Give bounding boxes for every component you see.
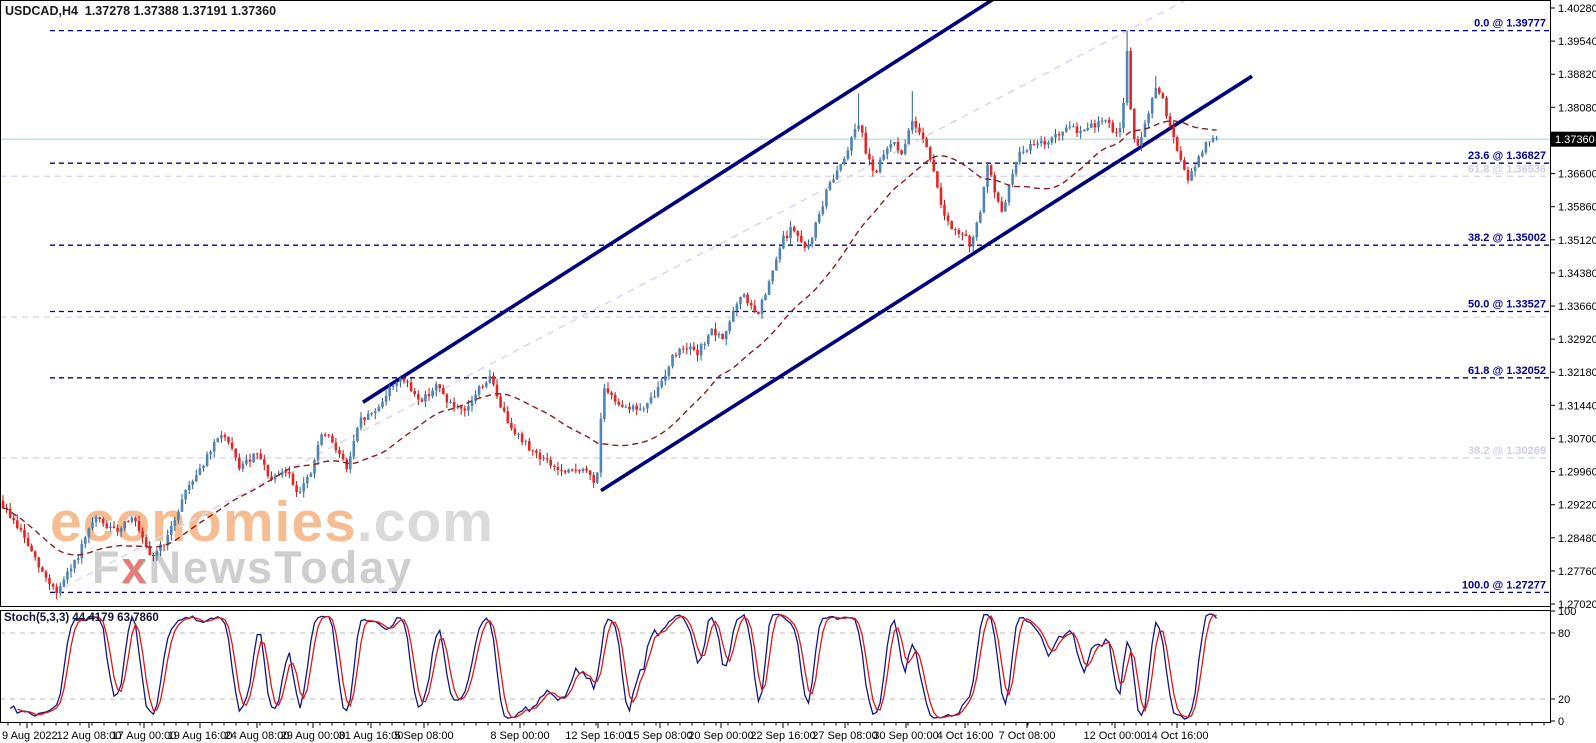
svg-text:1.35860: 1.35860 — [1558, 202, 1596, 214]
svg-text:100.0 @ 1.27277: 100.0 @ 1.27277 — [1462, 579, 1546, 591]
svg-text:80: 80 — [1558, 628, 1570, 640]
svg-text:30 Sep 00:00: 30 Sep 00:00 — [873, 730, 938, 742]
trend-channel[interactable] — [362, 0, 1253, 493]
chart-title: USDCAD,H4 1.37278 1.37388 1.37191 1.3736… — [5, 4, 277, 18]
svg-text:1.39540: 1.39540 — [1558, 36, 1596, 48]
svg-text:1.36600: 1.36600 — [1558, 169, 1596, 181]
current-price-badge — [1551, 131, 1596, 147]
svg-text:14 Oct 16:00: 14 Oct 16:00 — [1146, 730, 1209, 742]
svg-text:24 Aug 08:00: 24 Aug 08:00 — [225, 730, 290, 742]
svg-text:1.27760: 1.27760 — [1558, 566, 1596, 578]
stochastic-indicator-label: Stoch(5,3,3) 44.4179 63.7860 — [4, 612, 159, 624]
svg-text:100: 100 — [1558, 606, 1576, 618]
svg-text:19 Aug 16:00: 19 Aug 16:00 — [168, 730, 233, 742]
svg-text:22 Sep 16:00: 22 Sep 16:00 — [750, 730, 815, 742]
stoch-main-line — [9, 613, 1218, 720]
svg-text:27 Sep 08:00: 27 Sep 08:00 — [812, 730, 877, 742]
time-scale-axis[interactable] — [0, 723, 1550, 743]
stochastic-panel — [0, 613, 1550, 720]
watermark-brand-text: economies — [50, 490, 357, 554]
svg-text:1.32920: 1.32920 — [1558, 334, 1596, 346]
svg-text:38.2 @ 1.30269: 38.2 @ 1.30269 — [1468, 445, 1546, 457]
fibonacci-faint-levels[interactable]: 61.8 @ 1.36536 38.2 @ 1.30269 — [0, 163, 1550, 459]
stoch-signal-line — [17, 613, 1217, 719]
svg-text:61.8 @ 1.36536: 61.8 @ 1.36536 — [1468, 163, 1546, 175]
watermark-brand-line: economies.com — [50, 494, 494, 551]
svg-text:12 Aug 08:00: 12 Aug 08:00 — [57, 730, 122, 742]
faint-trendline[interactable] — [51, 0, 1190, 595]
svg-text:1.40280: 1.40280 — [1558, 3, 1596, 15]
svg-text:1.34380: 1.34380 — [1558, 268, 1596, 280]
svg-text:1.32180: 1.32180 — [1558, 367, 1596, 379]
fibonacci-retracement[interactable]: 0.0 @ 1.39777 23.6 @ 1.36827 38.2 @ 1.3500… — [50, 18, 1550, 594]
stoch-signal-value: 63.7860 — [117, 612, 159, 624]
svg-text:12 Sep 16:00: 12 Sep 16:00 — [565, 730, 630, 742]
watermark: economies.com FxNewsToday — [50, 494, 494, 591]
watermark-sub-post: NewsToday — [148, 542, 414, 593]
svg-text:5 Sep 08:00: 5 Sep 08:00 — [394, 730, 453, 742]
stoch-name: Stoch(5,3,3) — [4, 612, 70, 624]
svg-text:0.0 @ 1.39777: 0.0 @ 1.39777 — [1474, 18, 1546, 30]
watermark-sub-pre: F — [92, 542, 122, 593]
svg-text:1.37360: 1.37360 — [1555, 134, 1595, 146]
svg-text:1.38080: 1.38080 — [1558, 102, 1596, 114]
svg-text:20: 20 — [1558, 694, 1570, 706]
price-axis-labels: 1.40280 1.39540 1.38820 1.38080 1.36600 1.358… — [1550, 3, 1596, 728]
stoch-main-value: 44.4179 — [72, 612, 114, 624]
svg-text:15 Sep 08:00: 15 Sep 08:00 — [627, 730, 692, 742]
svg-text:1.35120: 1.35120 — [1558, 235, 1596, 247]
svg-text:1.33660: 1.33660 — [1558, 301, 1596, 313]
svg-text:1.31440: 1.31440 — [1558, 400, 1596, 412]
svg-text:17 Aug 00:00: 17 Aug 00:00 — [112, 730, 177, 742]
watermark-tld-text: .com — [356, 490, 494, 554]
svg-text:31 Aug 16:00: 31 Aug 16:00 — [339, 730, 404, 742]
panel-borders — [0, 0, 1551, 723]
svg-text:29 Aug 00:00: 29 Aug 00:00 — [281, 730, 346, 742]
svg-text:1.29220: 1.29220 — [1558, 500, 1596, 512]
moving-average-line[interactable] — [2, 120, 1217, 556]
svg-text:1.29960: 1.29960 — [1558, 467, 1596, 479]
svg-text:4 Oct 16:00: 4 Oct 16:00 — [937, 730, 994, 742]
svg-text:38.2 @ 1.35002: 38.2 @ 1.35002 — [1468, 232, 1546, 244]
watermark-subbrand-line: FxNewsToday — [92, 545, 494, 590]
svg-text:23.6 @ 1.36827: 23.6 @ 1.36827 — [1468, 150, 1546, 162]
svg-text:8 Sep 00:00: 8 Sep 00:00 — [490, 730, 549, 742]
svg-text:1.27020: 1.27020 — [1558, 599, 1596, 611]
svg-text:61.8 @ 1.32052: 61.8 @ 1.32052 — [1468, 365, 1546, 377]
svg-text:20 Sep 00:00: 20 Sep 00:00 — [688, 730, 753, 742]
price-scale-axis[interactable] — [1550, 0, 1596, 723]
candlesticks — [1, 30, 1218, 600]
svg-text:0: 0 — [1558, 716, 1564, 728]
svg-text:12 Oct 00:00: 12 Oct 00:00 — [1084, 730, 1147, 742]
svg-text:1.28480: 1.28480 — [1558, 533, 1596, 545]
svg-text:1.30700: 1.30700 — [1558, 433, 1596, 445]
svg-text:50.0 @ 1.33527: 50.0 @ 1.33527 — [1468, 299, 1546, 311]
svg-text:9 Aug 2022: 9 Aug 2022 — [2, 730, 58, 742]
svg-text:1.38820: 1.38820 — [1558, 69, 1596, 81]
svg-text:7 Oct 08:00: 7 Oct 08:00 — [999, 730, 1056, 742]
watermark-x-glyph: x — [121, 542, 149, 593]
